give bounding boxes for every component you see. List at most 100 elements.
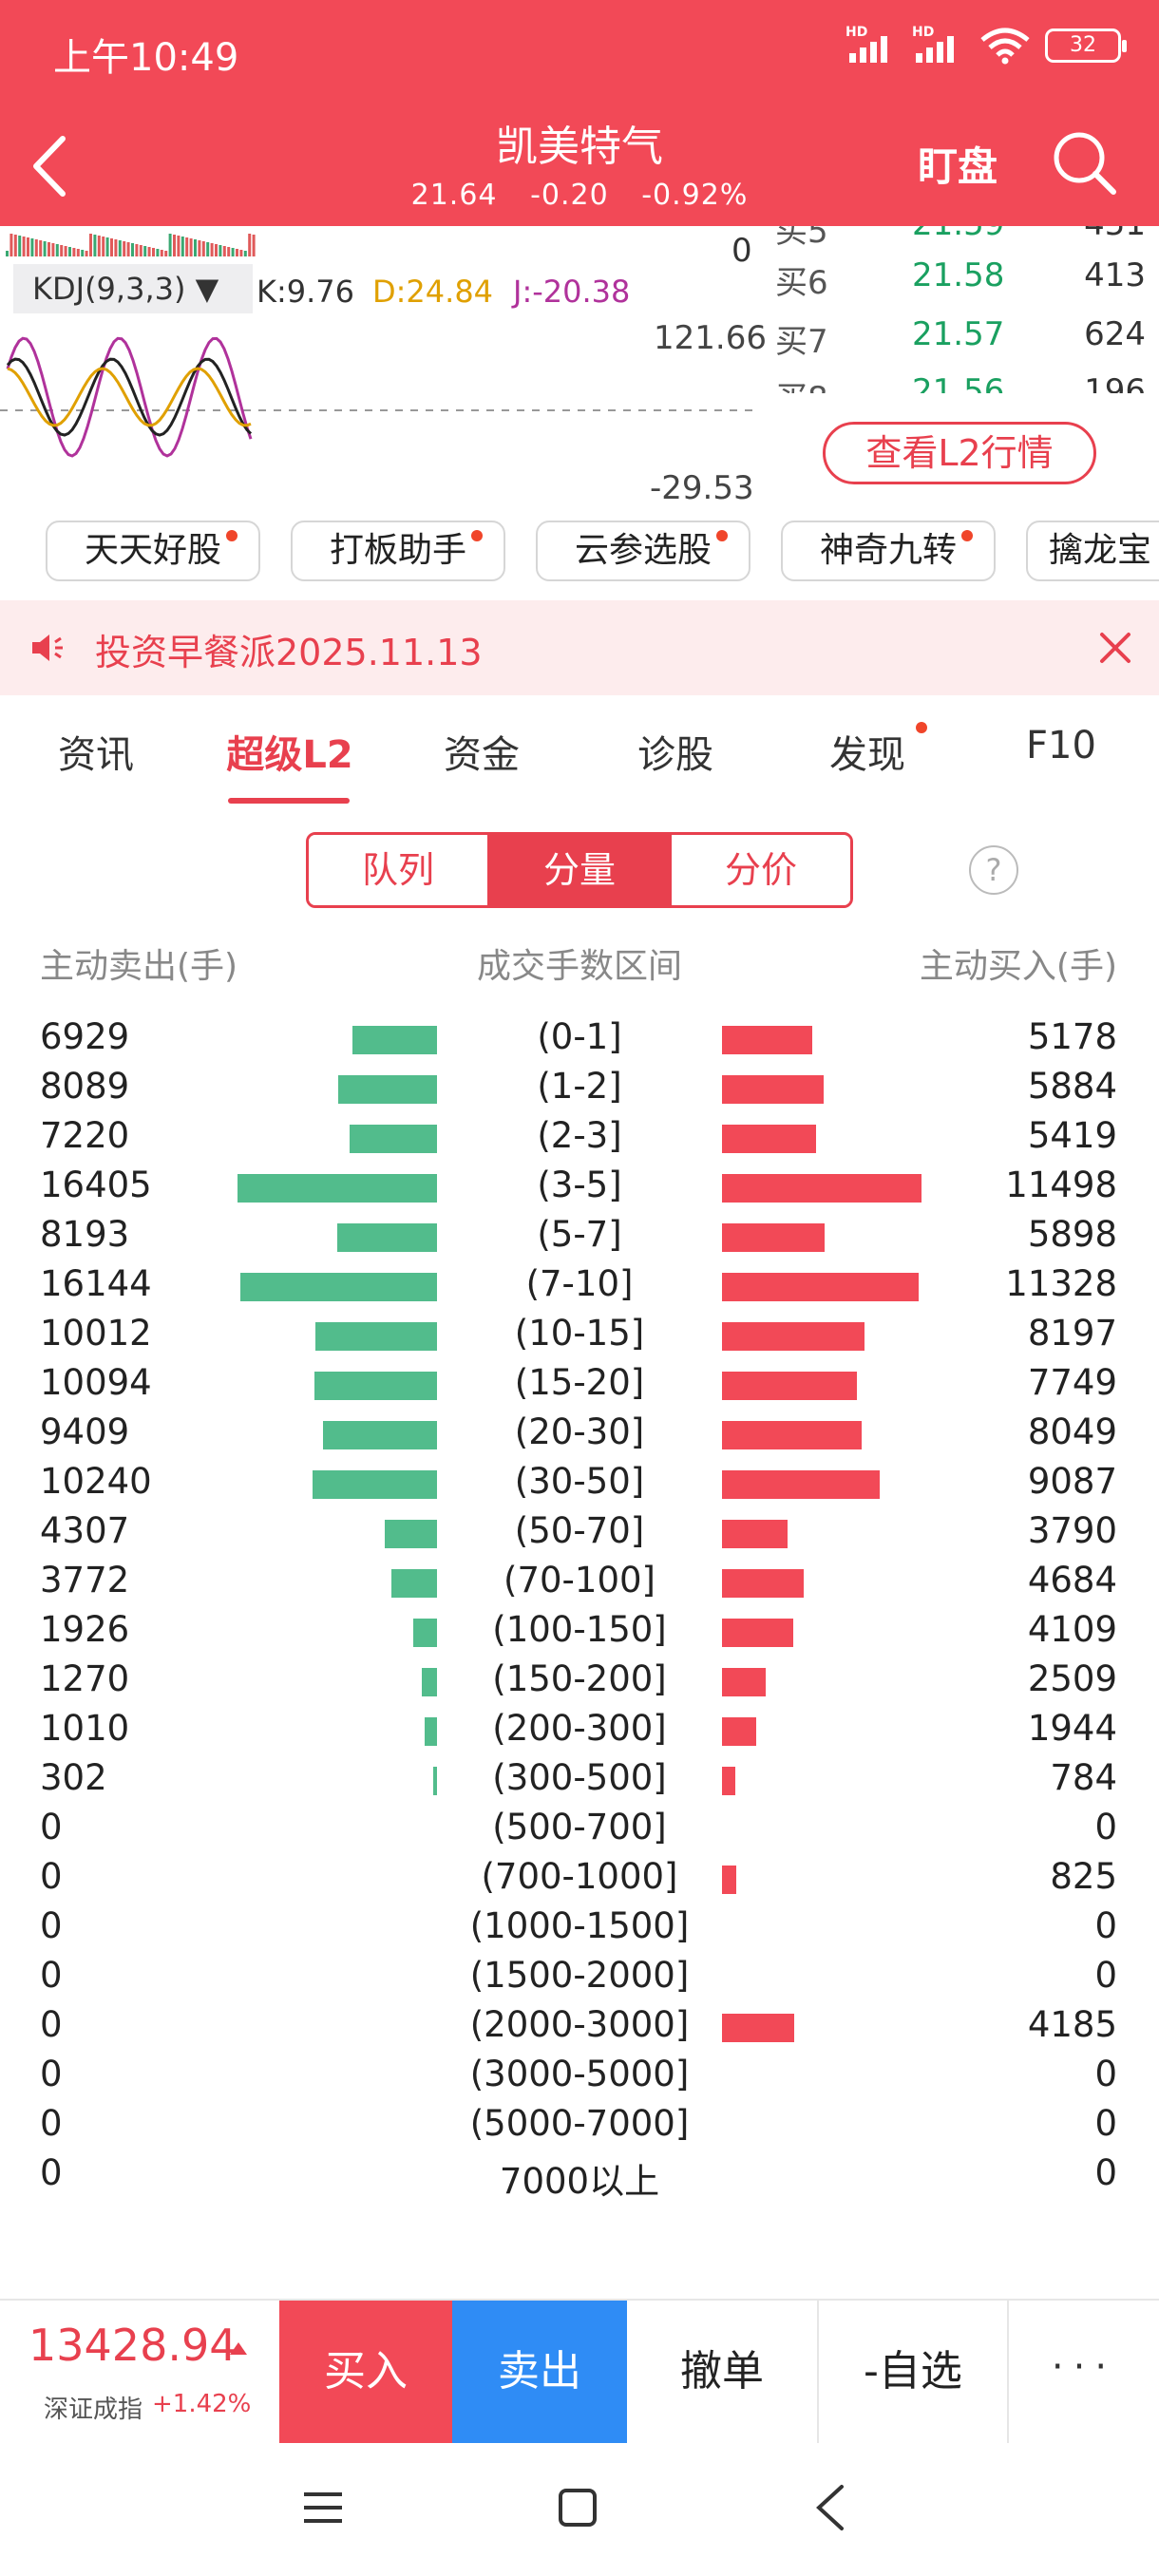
sell-bar (413, 1619, 437, 1647)
volume-bar (76, 249, 80, 256)
lot-range: (2-3] (537, 1115, 622, 1156)
index-value[interactable]: 13428.94 (28, 2320, 238, 2371)
table-row: 0 (2000-3000] 4185 (0, 1998, 1159, 2048)
buy-volume: 825 (1050, 1856, 1117, 1897)
volume-bar (198, 240, 201, 256)
lot-range: (300-500] (492, 1757, 667, 1798)
volume-bar (97, 236, 101, 256)
status-icons: HD HD 32 (846, 25, 1127, 65)
table-row: 0 (500-700] 0 (0, 1801, 1159, 1850)
volume-bar (34, 239, 38, 256)
notice-text[interactable]: 投资早餐派2025.11.13 (95, 632, 483, 673)
kdj-k-value: K:9.76 (256, 274, 355, 310)
lot-range: (50-70] (514, 1510, 645, 1551)
buy-bar (722, 1273, 919, 1301)
wifi-icon (980, 28, 1030, 65)
close-icon[interactable] (1096, 629, 1134, 667)
lot-range: (500-700] (492, 1807, 667, 1847)
buy-button[interactable]: 买入 (279, 2301, 452, 2443)
table-row: 4307 (50-70] 3790 (0, 1505, 1159, 1554)
chip-yuncan[interactable]: 云参选股 (536, 521, 750, 581)
lot-range: (30-50] (514, 1461, 645, 1502)
volume-bar (118, 240, 122, 256)
kdj-chart[interactable] (0, 226, 760, 511)
sell-volume: 3772 (40, 1560, 130, 1601)
kdj-d-value: D:24.84 (372, 274, 494, 310)
volume-bar (236, 249, 238, 256)
volume-bar (147, 247, 151, 256)
volume-bar (222, 246, 226, 256)
stock-name: 凯美特气 (496, 123, 663, 171)
home-icon[interactable] (557, 2487, 598, 2529)
index-change: +1.42% (152, 2390, 252, 2418)
menu-icon[interactable] (302, 2489, 344, 2527)
sell-bar (421, 1668, 437, 1696)
sell-bar (390, 1569, 437, 1598)
view-l2-button[interactable]: 查看L2行情 (823, 422, 1096, 484)
sell-volume: 1010 (40, 1708, 130, 1749)
sell-bar (314, 1372, 437, 1400)
chip-shenqi[interactable]: 神奇九转 (781, 521, 996, 581)
buy-volume: 5884 (1027, 1066, 1117, 1107)
more-button[interactable]: ··· (1051, 2345, 1117, 2389)
tab-discover[interactable]: 发现 (829, 733, 905, 777)
watch-button[interactable]: 盯盘 (918, 143, 998, 190)
segment-queue[interactable]: 队列 (309, 835, 487, 905)
sell-volume: 0 (40, 1905, 63, 1946)
sell-bar (314, 1322, 437, 1351)
lot-range: (20-30] (514, 1411, 645, 1452)
tab-news[interactable]: 资讯 (58, 733, 134, 777)
chip-tiantian[interactable]: 天天好股 (46, 521, 260, 581)
volume-bar (152, 248, 155, 256)
segment-price[interactable]: 分价 (669, 835, 850, 905)
volume-bar (89, 234, 92, 256)
cancel-order-button[interactable]: 撤单 (627, 2301, 819, 2443)
volume-bar (194, 239, 197, 256)
volume-bar (218, 245, 222, 256)
volume-bar (39, 240, 43, 256)
tab-diagnosis[interactable]: 诊股 (637, 733, 713, 777)
buy-volume: 0 (1094, 2152, 1117, 2193)
buy-volume: 0 (1094, 2103, 1117, 2144)
volume-bar (13, 235, 17, 256)
lot-range: (1-2] (537, 1066, 622, 1107)
volume-bar (93, 235, 97, 256)
table-row: 10012 (10-15] 8197 (0, 1307, 1159, 1356)
lot-range: (5-7] (537, 1214, 622, 1255)
tab-funds[interactable]: 资金 (444, 733, 520, 777)
notice-bar[interactable]: 投资早餐派2025.11.13 (0, 600, 1159, 695)
buy-bar (722, 2014, 795, 2042)
sell-volume: 10094 (40, 1362, 152, 1403)
buy-bar (722, 1668, 766, 1696)
sell-volume: 16405 (40, 1165, 152, 1205)
buy-volume: 5419 (1027, 1115, 1117, 1156)
sell-bar (433, 1767, 437, 1795)
chip-daban[interactable]: 打板助手 (291, 521, 505, 581)
back-icon[interactable] (813, 2483, 847, 2532)
main-tabs: 资讯 超级L2 资金 诊股 发现 F10 (0, 714, 1159, 809)
search-icon[interactable] (1051, 129, 1117, 196)
remove-favorite-button[interactable]: -自选 (819, 2301, 1009, 2443)
volume-bar (18, 236, 22, 256)
volume-bar (143, 246, 147, 256)
sell-volume: 10240 (40, 1461, 152, 1502)
volume-bar (168, 234, 172, 256)
tab-f10[interactable]: F10 (1026, 724, 1096, 767)
kdj-chart-area: 0 KDJ(9,3,3) ▼ K:9.76 D:24.84 J:-20.38 1… (0, 226, 1159, 511)
volume-bar (227, 247, 231, 256)
tab-super-l2[interactable]: 超级L2 (226, 733, 353, 777)
speaker-icon (32, 635, 63, 661)
sell-volume: 1270 (40, 1658, 130, 1699)
orderbook-row: 买6 21.58 413 (775, 256, 1146, 302)
chip-qinlong[interactable]: 擒龙宝 (1026, 521, 1159, 581)
sell-bar (312, 1470, 437, 1499)
back-arrow-icon[interactable] (28, 133, 70, 199)
indicator-selector[interactable]: KDJ(9,3,3) ▼ (13, 264, 253, 313)
system-nav-bar (0, 2443, 1159, 2576)
sell-button[interactable]: 卖出 (452, 2301, 627, 2443)
help-icon[interactable]: ? (969, 845, 1018, 895)
active-tab-underline (228, 798, 350, 804)
sell-volume: 0 (40, 2152, 63, 2193)
segment-volume[interactable]: 分量 (487, 835, 669, 905)
volume-bar (43, 241, 47, 256)
